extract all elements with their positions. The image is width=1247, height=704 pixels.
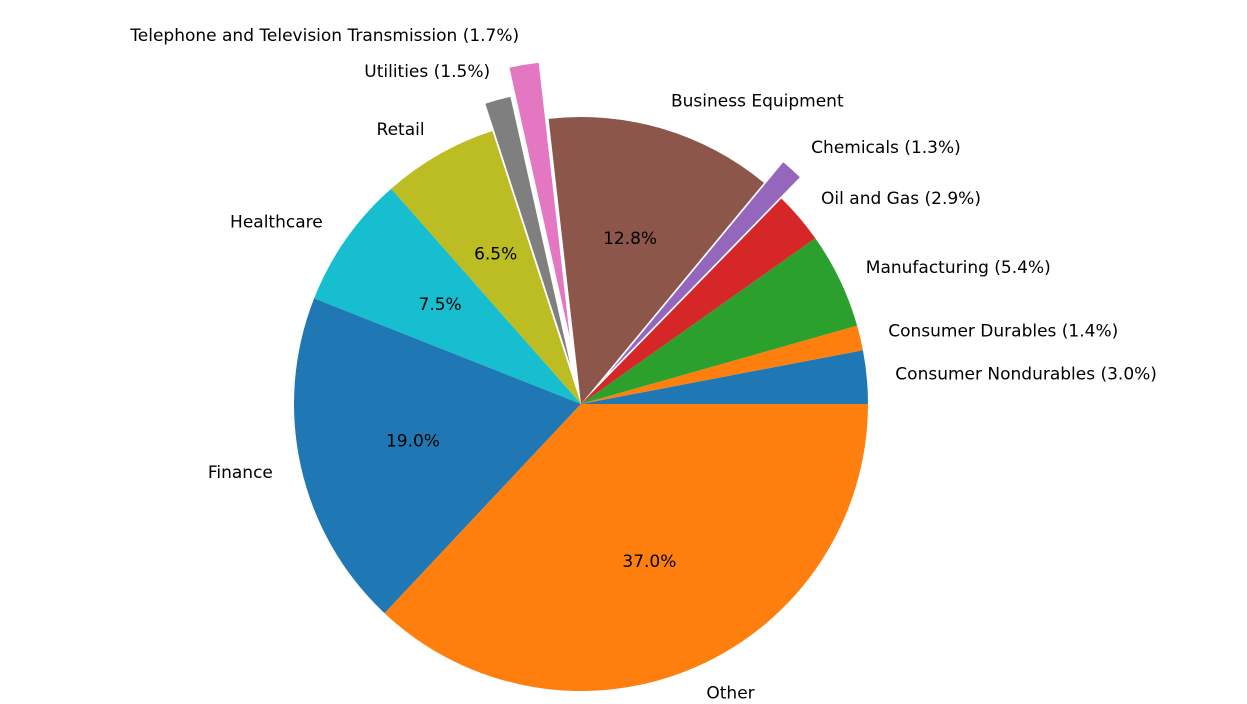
- slice-label: Other: [706, 684, 754, 704]
- pie-slice: [581, 198, 816, 404]
- slice-label: Business Equipment: [671, 91, 844, 111]
- slice-label: Consumer Nondurables (3.0%): [895, 364, 1157, 384]
- pie-slice: [391, 131, 581, 404]
- pie-slice: [484, 95, 574, 377]
- slice-label: Utilities (1.5%): [364, 62, 490, 82]
- slice-label: Oil and Gas (2.9%): [821, 189, 981, 209]
- percent-label: 19.0%: [386, 432, 440, 452]
- pie-slice: [548, 117, 764, 405]
- slice-label: Consumer Durables (1.4%): [888, 321, 1118, 341]
- pie-slice: [599, 160, 802, 384]
- pie-slice: [314, 188, 581, 404]
- slice-label: Healthcare: [230, 212, 323, 232]
- pie-slice: [581, 325, 863, 404]
- percent-label: 12.8%: [603, 229, 657, 249]
- pie-slice: [508, 61, 572, 348]
- slice-label: Manufacturing (5.4%): [866, 258, 1051, 278]
- percent-label: 6.5%: [474, 244, 517, 264]
- slice-label: Finance: [208, 463, 273, 483]
- pie-slice: [581, 238, 858, 404]
- percent-label: 7.5%: [419, 295, 462, 315]
- slice-label: Retail: [377, 120, 425, 140]
- pie-slice: [581, 350, 868, 404]
- percent-label: 37.0%: [622, 552, 676, 572]
- slice-label: Chemicals (1.3%): [811, 138, 961, 158]
- slice-label: Telephone and Television Transmission (1…: [129, 26, 519, 46]
- pie-slice: [384, 404, 868, 691]
- pie-slice: [294, 298, 581, 614]
